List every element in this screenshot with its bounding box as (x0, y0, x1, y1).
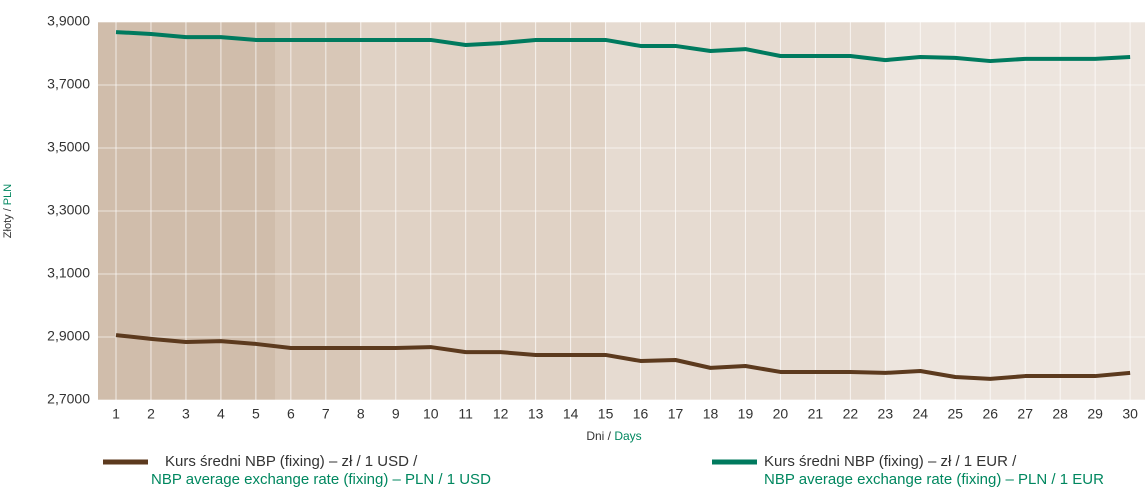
x-tick-label: 10 (423, 406, 439, 422)
y-label-pl: Złoty / (2, 205, 14, 238)
y-tick-label: 3,7000 (47, 76, 90, 92)
x-tick-label: 17 (668, 406, 684, 422)
legend-item: Kurs średni NBP (fixing) – zł / 1 USD /N… (103, 453, 491, 488)
x-tick-label: 9 (392, 406, 400, 422)
x-tick-label: 30 (1122, 406, 1138, 422)
series-line (115, 333, 1131, 381)
x-tick-label: 24 (913, 406, 929, 422)
x-tick-label: 2 (147, 406, 155, 422)
legend-item: Kurs średni NBP (fixing) – zł / 1 EUR /N… (712, 453, 1104, 488)
series-line (115, 30, 1131, 64)
x-tick-label: 5 (252, 406, 260, 422)
x-axis-label: Dni / Days (586, 429, 641, 443)
x-tick-label: 7 (322, 406, 330, 422)
y-label-en: PLN (2, 184, 14, 205)
x-tick-label: 11 (458, 406, 473, 422)
y-tick-label: 2,7000 (47, 391, 90, 407)
y-axis-label: Złoty / PLN (2, 184, 14, 238)
legend-label: Kurs średni NBP (fixing) – zł / 1 EUR / (764, 453, 1017, 470)
x-tick-label: 15 (598, 406, 614, 422)
y-tick-label: 3,5000 (47, 139, 90, 155)
y-tick-label: 3,9000 (47, 13, 90, 29)
x-tick-label: 23 (878, 406, 894, 422)
x-tick-label: 20 (773, 406, 789, 422)
x-tick-label: 1 (112, 406, 120, 422)
y-tick-label: 3,1000 (47, 265, 90, 281)
x-tick-label: 22 (843, 406, 859, 422)
x-tick-label: 29 (1087, 406, 1103, 422)
x-tick-label: 13 (528, 406, 544, 422)
x-tick-label: 16 (633, 406, 649, 422)
legend-label-en: NBP average exchange rate (fixing) – PLN… (151, 471, 491, 488)
x-label-pl: Dni / (586, 429, 614, 443)
x-tick-label: 14 (563, 406, 579, 422)
x-tick-label: 4 (217, 406, 225, 422)
x-tick-label: 12 (493, 406, 509, 422)
legend-label-en: NBP average exchange rate (fixing) – PLN… (764, 471, 1104, 488)
x-tick-label: 18 (703, 406, 719, 422)
y-tick-label: 3,3000 (47, 202, 90, 218)
x-tick-label: 19 (738, 406, 754, 422)
x-tick-label: 8 (357, 406, 365, 422)
x-tick-label: 6 (287, 406, 295, 422)
legend-label: Kurs średni NBP (fixing) – zł / 1 USD / (165, 453, 418, 470)
y-tick-label: 2,9000 (47, 328, 90, 344)
x-tick-label: 26 (982, 406, 998, 422)
x-tick-label: 27 (1017, 406, 1033, 422)
x-tick-label: 25 (947, 406, 963, 422)
x-label-en: Days (614, 429, 641, 443)
x-tick-label: 21 (808, 406, 824, 422)
x-tick-label: 3 (182, 406, 190, 422)
x-tick-label: 28 (1052, 406, 1068, 422)
